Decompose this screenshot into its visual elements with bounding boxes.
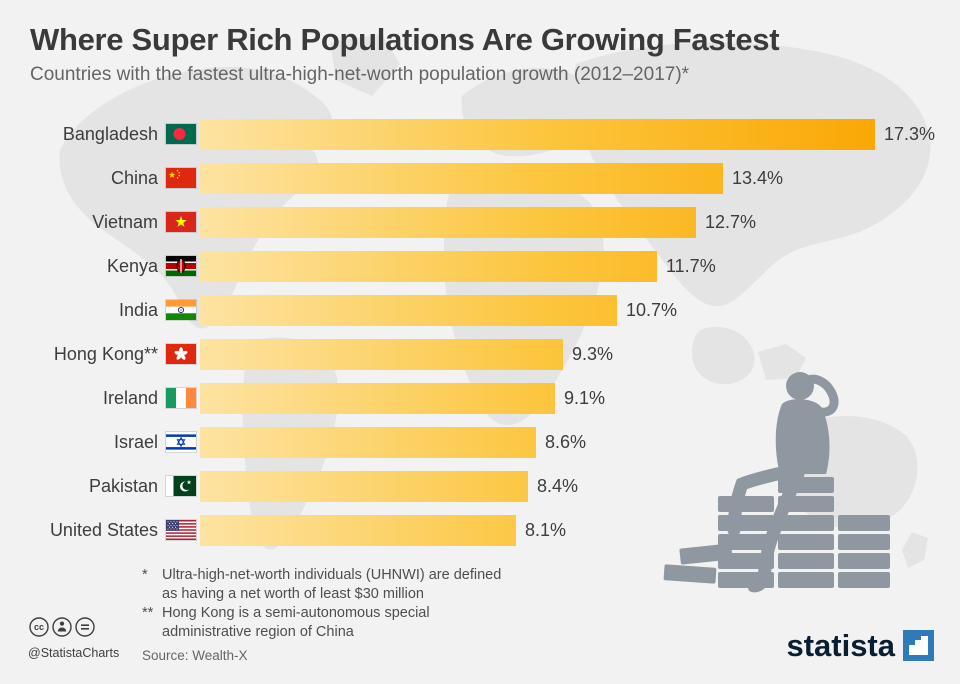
bar-value: 9.3% — [572, 343, 614, 364]
bar-row: Bangladesh 17.3% — [30, 112, 950, 156]
bar-row: China 13.4% — [30, 156, 950, 200]
bar-chart: Bangladesh 17.3% China 13.4% Vietnam 12.7% Ken… — [30, 112, 950, 552]
bar — [200, 382, 555, 414]
bar — [200, 338, 563, 370]
bar-row: India 10.7% — [30, 288, 950, 332]
cc-icon: cc — [34, 622, 44, 632]
bar-value: 10.7% — [626, 299, 678, 320]
footnote-2: ** Hong Kong is a semi-autonomous specia… — [142, 604, 501, 642]
statista-logo-icon — [903, 630, 934, 661]
country-label: India — [118, 299, 158, 320]
india-flag-icon — [166, 300, 196, 320]
cc-by-person-icon — [57, 621, 67, 632]
creative-commons-credit: cc @StatistaCharts — [28, 616, 119, 660]
country-label: Kenya — [106, 255, 158, 276]
country-label: China — [110, 167, 158, 188]
bar-row: Vietnam 12.7% — [30, 200, 950, 244]
bar-value: 12.7% — [705, 211, 757, 232]
footnotes: * Ultra-high-net-worth individuals (UHNW… — [142, 566, 501, 642]
bar-row: Hong Kong** 9.3% — [30, 332, 950, 376]
source-label: Source: Wealth-X — [142, 648, 248, 663]
pakistan-flag-icon — [166, 476, 196, 496]
bar-value: 13.4% — [732, 167, 784, 188]
bar — [200, 162, 723, 194]
bar — [200, 206, 696, 238]
country-label: United States — [49, 519, 158, 540]
bar-value: 8.1% — [525, 519, 567, 540]
country-label: Hong Kong** — [53, 343, 158, 364]
bar-value: 11.7% — [666, 255, 716, 276]
country-label: Ireland — [102, 387, 158, 408]
footnote-1-text: Ultra-high-net-worth individuals (UHNWI)… — [162, 567, 502, 602]
country-label: Pakistan — [88, 475, 158, 496]
bar — [200, 514, 516, 546]
ireland-flag-icon — [166, 388, 196, 408]
bar-value: 8.6% — [545, 431, 587, 452]
united-states-flag-icon — [166, 520, 196, 540]
country-label: Vietnam — [92, 211, 158, 232]
bar-row: Ireland 9.1% — [30, 376, 950, 420]
footnote-1-mark: * — [142, 567, 148, 583]
bar-value: 17.3% — [884, 123, 936, 144]
footnote-2-text: Hong Kong is a semi-autonomous special ad… — [162, 605, 430, 640]
china-flag-icon — [166, 168, 196, 188]
bar-row: Kenya 11.7% — [30, 244, 950, 288]
statista-charts-handle: @StatistaCharts — [28, 646, 120, 660]
footnote-2-mark: ** — [142, 605, 154, 621]
israel-flag-icon — [166, 432, 196, 452]
country-label: Bangladesh — [62, 123, 158, 144]
statista-wordmark: statista — [786, 628, 895, 663]
bar-row: Israel 8.6% — [30, 420, 950, 464]
bar — [200, 426, 536, 458]
bar — [200, 294, 617, 326]
cc-nd-icon — [81, 624, 89, 630]
bar — [200, 470, 528, 502]
page-title: Where Super Rich Populations Are Growing… — [30, 22, 780, 57]
bar-row: Pakistan 8.4% — [30, 464, 950, 508]
country-label: Israel — [113, 431, 158, 452]
statista-logo: statista — [786, 630, 934, 661]
creative-commons-icons: cc — [29, 617, 95, 637]
bar-row: United States 8.1% — [30, 508, 950, 552]
rich-man-on-money-illustration — [663, 372, 890, 593]
bangladesh-flag-icon — [166, 124, 196, 144]
bar — [200, 250, 657, 282]
vietnam-flag-icon — [166, 212, 196, 232]
page-subtitle: Countries with the fastest ultra-high-ne… — [30, 64, 690, 85]
hong-kong-flag-icon — [166, 344, 196, 364]
kenya-flag-icon — [166, 256, 196, 276]
bar-value: 9.1% — [564, 387, 606, 408]
bar — [200, 118, 875, 150]
bar-value: 8.4% — [537, 475, 579, 496]
footnote-1: * Ultra-high-net-worth individuals (UHNW… — [142, 566, 501, 604]
